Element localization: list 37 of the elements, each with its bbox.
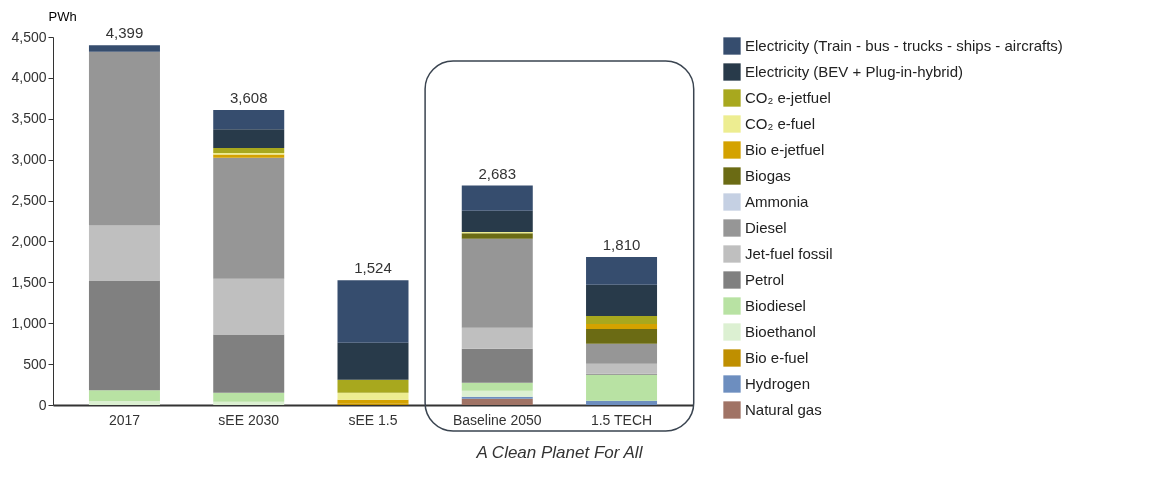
y-tick-label: 1,000 <box>11 314 47 331</box>
legend-label: Electricity (BEV + Plug-in-hybrid) <box>745 63 963 80</box>
y-tick-label: 2,500 <box>11 192 47 209</box>
y-tick-label: 1,500 <box>11 273 47 290</box>
x-tick-label: sEE 2030 <box>218 411 280 428</box>
legend-label: Hydrogen <box>745 375 811 392</box>
y-tick-label: 4,000 <box>11 69 47 86</box>
legend-label: Bio e-fuel <box>745 349 809 366</box>
legend-label: Petrol <box>745 271 785 288</box>
total-label: 2,683 <box>478 164 517 182</box>
legend-label: Electricity (Train - bus - trucks - ships - aircrafts) <box>745 37 1063 54</box>
legend-label: Diesel <box>745 219 787 236</box>
y-tick-label: 2,000 <box>11 232 47 249</box>
legend-label: Biodiesel <box>745 297 806 314</box>
legend-label: Ammonia <box>745 193 810 210</box>
legend-label: CO₂ e-jetfuel <box>745 89 831 106</box>
legend-label: Biogas <box>745 167 791 184</box>
y-axis-title: PWh <box>48 8 77 24</box>
total-label: 1,810 <box>602 235 641 253</box>
total-label: 4,399 <box>105 24 144 42</box>
y-tick-label: 3,500 <box>11 110 47 127</box>
legend-label: CO₂ e-fuel <box>745 115 816 132</box>
legend-label: Bio e-jetfuel <box>745 141 825 158</box>
text: A Clean Planet For All <box>475 443 644 462</box>
legend-label: Jet-fuel fossil <box>745 245 833 262</box>
x-tick-label: 1.5 TECH <box>590 411 653 428</box>
legend-label: Natural gas <box>745 401 822 418</box>
x-tick-label: sEE 1.5 <box>348 411 398 428</box>
y-tick-label: 3,000 <box>11 151 47 168</box>
total-label: 3,608 <box>229 88 268 106</box>
y-tick-label: 4,500 <box>11 28 47 45</box>
legend-label: Bioethanol <box>745 323 816 340</box>
total-label: 1,524 <box>354 259 392 277</box>
x-tick-label: Baseline 2050 <box>452 411 542 428</box>
x-tick-label: 2017 <box>108 411 141 428</box>
y-tick-label: 0 <box>38 396 47 413</box>
y-tick-label: 500 <box>23 355 47 372</box>
